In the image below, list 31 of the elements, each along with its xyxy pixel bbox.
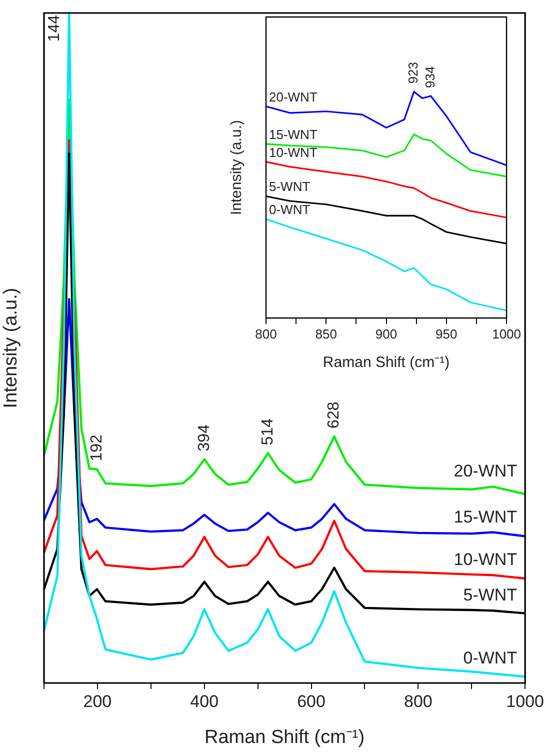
x-tick-label: 900 — [375, 326, 398, 342]
annotation: 628 — [326, 402, 343, 428]
x-axis-title: Raman Shift (cm⁻¹) — [322, 354, 450, 372]
x-tick-label: 800 — [404, 692, 432, 711]
x-tick-label: 800 — [255, 326, 277, 342]
series-label: 5-WNT — [463, 586, 518, 605]
annotation: 144 — [46, 14, 64, 42]
series-label: 20-WNT — [454, 462, 518, 481]
series-label: 15-WNT — [269, 126, 318, 142]
annotation: 934 — [422, 66, 438, 88]
annotation: 394 — [196, 424, 213, 452]
series-label: 20-WNT — [269, 89, 318, 104]
x-tick-label: 1000 — [506, 692, 544, 711]
y-axis-title: Intensity (a.u.) — [0, 288, 22, 408]
series-label: 15-WNT — [454, 507, 518, 526]
annotation: 923 — [406, 62, 421, 84]
x-tick-label: 950 — [436, 326, 458, 342]
x-axis-title: Raman Shift (cm⁻¹) — [204, 726, 365, 748]
x-tick-label: 400 — [190, 692, 219, 711]
x-tick-label: 200 — [83, 692, 112, 711]
series-label: 0-WNT — [269, 202, 310, 218]
annotation: 192 — [88, 434, 106, 462]
y-axis-title: Intensity (a.u.) — [228, 120, 246, 216]
series-label: 0-WNT — [463, 648, 518, 668]
series-label: 10-WNT — [454, 550, 518, 570]
series-label: 5-WNT — [269, 179, 310, 194]
x-tick-label: 600 — [297, 692, 326, 711]
x-tick-label: 850 — [315, 326, 337, 342]
annotation: 514 — [259, 418, 276, 446]
x-tick-label: 1000 — [492, 326, 521, 342]
series-label: 10-WNT — [269, 144, 318, 160]
